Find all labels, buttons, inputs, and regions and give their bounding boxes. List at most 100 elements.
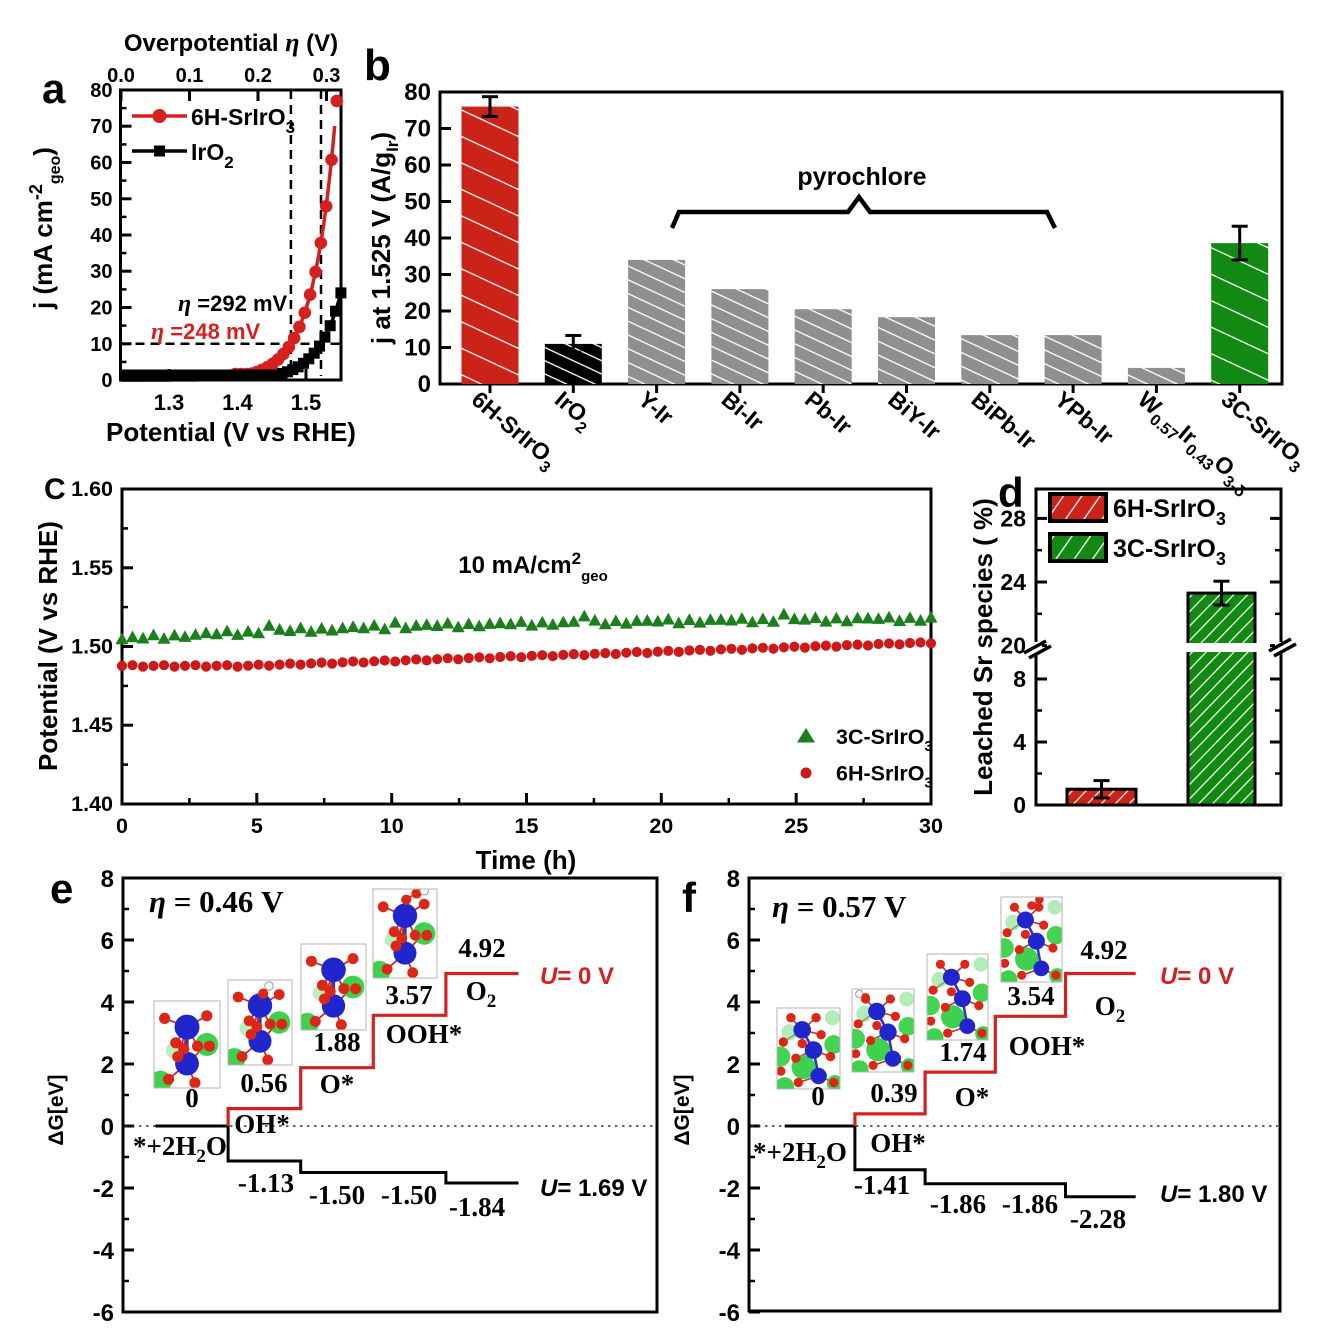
svg-text:O*: O* — [320, 1069, 355, 1099]
svg-text:30: 30 — [919, 814, 943, 838]
svg-text:OOH*: OOH* — [386, 1019, 463, 1049]
svg-text:3.54: 3.54 — [1007, 981, 1054, 1011]
svg-text:6: 6 — [101, 928, 114, 955]
svg-text:Potential (V vs RHE): Potential (V vs RHE) — [33, 521, 63, 771]
svg-text:24: 24 — [1000, 569, 1026, 595]
svg-text:5: 5 — [251, 814, 263, 838]
svg-text:4: 4 — [1013, 729, 1026, 755]
svg-text:0: 0 — [116, 814, 128, 838]
svg-text:20: 20 — [649, 814, 673, 838]
svg-text:1.3: 1.3 — [154, 390, 185, 415]
svg-text:OOH*: OOH* — [1009, 1031, 1086, 1061]
svg-text:η =292 mV: η =292 mV — [178, 291, 288, 317]
svg-text:b: b — [364, 41, 391, 90]
svg-text:10: 10 — [380, 814, 404, 838]
svg-text:-1.86: -1.86 — [930, 1189, 986, 1219]
svg-text:0.39: 0.39 — [870, 1078, 917, 1108]
svg-text:a: a — [42, 65, 66, 112]
svg-text:U= 0 V: U= 0 V — [540, 963, 614, 990]
svg-text:1.88: 1.88 — [313, 1027, 360, 1057]
svg-text:15: 15 — [515, 814, 539, 838]
svg-text:6: 6 — [727, 928, 740, 955]
svg-text:OH*: OH* — [234, 1109, 290, 1139]
svg-text:1.74: 1.74 — [939, 1037, 986, 1067]
svg-text:Overpotential η (V): Overpotential η (V) — [124, 28, 338, 57]
svg-text:1.55: 1.55 — [71, 556, 113, 580]
svg-text:20: 20 — [404, 298, 431, 325]
svg-text:60: 60 — [90, 153, 112, 175]
svg-text:0.56: 0.56 — [240, 1068, 287, 1098]
svg-text:0.2: 0.2 — [244, 65, 272, 87]
svg-text:2: 2 — [727, 1052, 740, 1079]
svg-text:28: 28 — [1000, 505, 1026, 531]
svg-text:-6: -6 — [93, 1300, 114, 1327]
svg-text:1.40: 1.40 — [71, 792, 113, 816]
svg-text:-6: -6 — [719, 1300, 740, 1327]
svg-text:0.1: 0.1 — [176, 65, 204, 87]
svg-text:30: 30 — [90, 261, 112, 283]
svg-text:f: f — [682, 874, 697, 921]
svg-text:30: 30 — [404, 262, 431, 289]
svg-text:4.92: 4.92 — [458, 933, 505, 963]
svg-text:4: 4 — [727, 990, 741, 1017]
svg-text:U= 1.80 V: U= 1.80 V — [1160, 1181, 1267, 1208]
svg-text:0: 0 — [1013, 792, 1026, 818]
svg-text:50: 50 — [404, 189, 431, 216]
svg-text:-1.50: -1.50 — [381, 1180, 437, 1210]
svg-text:U= 1.69 V: U= 1.69 V — [540, 1175, 647, 1202]
svg-text:Time (h): Time (h) — [476, 845, 577, 875]
svg-text:1.50: 1.50 — [71, 635, 113, 659]
svg-text:C: C — [44, 473, 66, 506]
svg-text:10: 10 — [404, 335, 431, 362]
svg-text:80: 80 — [404, 79, 431, 106]
svg-text:4.92: 4.92 — [1080, 935, 1127, 965]
svg-text:20: 20 — [1000, 633, 1026, 659]
svg-text:-4: -4 — [719, 1238, 741, 1265]
svg-text:ΔG[eV]: ΔG[eV] — [45, 1074, 68, 1145]
svg-text:1.45: 1.45 — [71, 713, 113, 737]
svg-text:2: 2 — [101, 1052, 114, 1079]
svg-text:Leached Sr species ( %): Leached Sr species ( %) — [968, 498, 998, 796]
svg-text:-1.86: -1.86 — [1002, 1189, 1058, 1219]
svg-text:η = 0.46 V: η = 0.46 V — [149, 884, 284, 919]
svg-text:pyrochlore: pyrochlore — [797, 163, 926, 191]
svg-text:-4: -4 — [93, 1238, 115, 1265]
svg-text:0: 0 — [811, 1081, 825, 1111]
svg-text:20: 20 — [90, 298, 112, 320]
svg-text:10: 10 — [90, 334, 112, 356]
svg-text:0.3: 0.3 — [313, 65, 341, 87]
svg-text:8: 8 — [101, 866, 114, 893]
svg-text:0.0: 0.0 — [107, 65, 135, 87]
svg-text:1.4: 1.4 — [222, 390, 253, 415]
svg-text:4: 4 — [101, 990, 115, 1017]
svg-text:70: 70 — [404, 116, 431, 143]
svg-text:ΔG[eV]: ΔG[eV] — [671, 1074, 694, 1145]
svg-text:-2: -2 — [93, 1176, 114, 1203]
svg-text:O*: O* — [955, 1082, 990, 1112]
svg-text:0: 0 — [101, 370, 112, 392]
svg-text:η =248 mV: η =248 mV — [151, 319, 261, 345]
svg-text:8: 8 — [1013, 666, 1026, 692]
svg-text:70: 70 — [90, 116, 112, 138]
svg-text:Potential (V vs RHE): Potential (V vs RHE) — [106, 417, 356, 447]
svg-text:η = 0.57 V: η = 0.57 V — [772, 889, 907, 924]
svg-text:1.60: 1.60 — [71, 477, 113, 501]
svg-text:80: 80 — [90, 80, 112, 102]
svg-text:8: 8 — [727, 866, 740, 893]
svg-text:OH*: OH* — [870, 1128, 926, 1158]
svg-text:0: 0 — [101, 1114, 114, 1141]
svg-text:U= 0 V: U= 0 V — [1160, 963, 1234, 990]
svg-text:d: d — [998, 469, 1024, 516]
svg-text:0: 0 — [185, 1083, 199, 1113]
svg-text:-1.41: -1.41 — [854, 1170, 910, 1200]
svg-text:-1.50: -1.50 — [309, 1180, 365, 1210]
svg-text:0: 0 — [727, 1114, 740, 1141]
svg-text:0: 0 — [418, 371, 431, 398]
svg-text:-1.84: -1.84 — [449, 1192, 505, 1222]
svg-text:40: 40 — [90, 225, 112, 247]
svg-text:3.57: 3.57 — [385, 980, 432, 1010]
svg-text:-2.28: -2.28 — [1070, 1204, 1126, 1234]
svg-text:60: 60 — [404, 152, 431, 179]
svg-text:e: e — [50, 865, 73, 912]
svg-text:-2: -2 — [719, 1176, 740, 1203]
